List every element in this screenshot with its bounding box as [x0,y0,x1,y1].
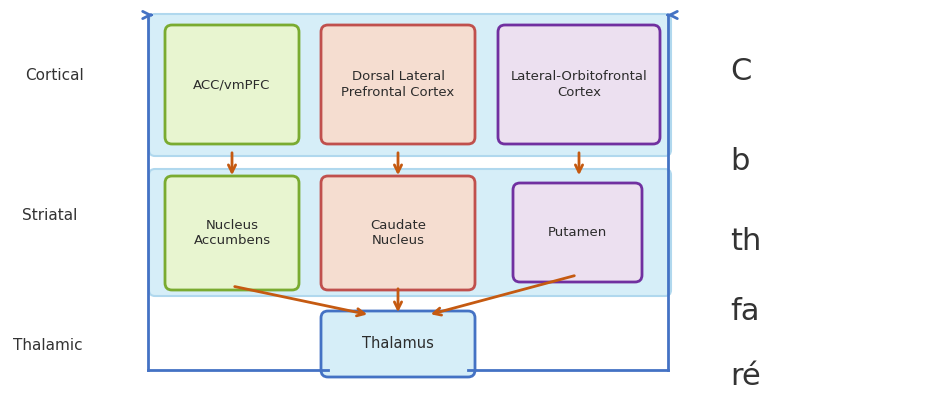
Text: Nucleus
Accumbens: Nucleus Accumbens [194,219,270,247]
FancyBboxPatch shape [165,25,299,144]
Text: ré: ré [730,362,761,391]
Text: Cortical: Cortical [26,67,84,82]
FancyBboxPatch shape [149,14,671,156]
Text: Striatal: Striatal [22,208,78,223]
FancyBboxPatch shape [321,25,475,144]
Text: Thalamus: Thalamus [362,337,434,351]
Text: b: b [730,147,749,176]
Text: ACC/vmPFC: ACC/vmPFC [194,78,270,91]
FancyBboxPatch shape [165,176,299,290]
FancyBboxPatch shape [513,183,642,282]
Text: Lateral-Orbitofrontal
Cortex: Lateral-Orbitofrontal Cortex [510,71,647,99]
Text: Thalamic: Thalamic [13,337,82,353]
Text: C: C [730,57,751,86]
Text: Dorsal Lateral
Prefrontal Cortex: Dorsal Lateral Prefrontal Cortex [342,71,455,99]
FancyBboxPatch shape [321,176,475,290]
FancyBboxPatch shape [498,25,660,144]
FancyBboxPatch shape [149,169,671,296]
Text: fa: fa [730,297,759,326]
Text: th: th [730,227,761,256]
Text: Putamen: Putamen [548,226,607,239]
Text: Caudate
Nucleus: Caudate Nucleus [370,219,426,247]
FancyBboxPatch shape [321,311,475,377]
